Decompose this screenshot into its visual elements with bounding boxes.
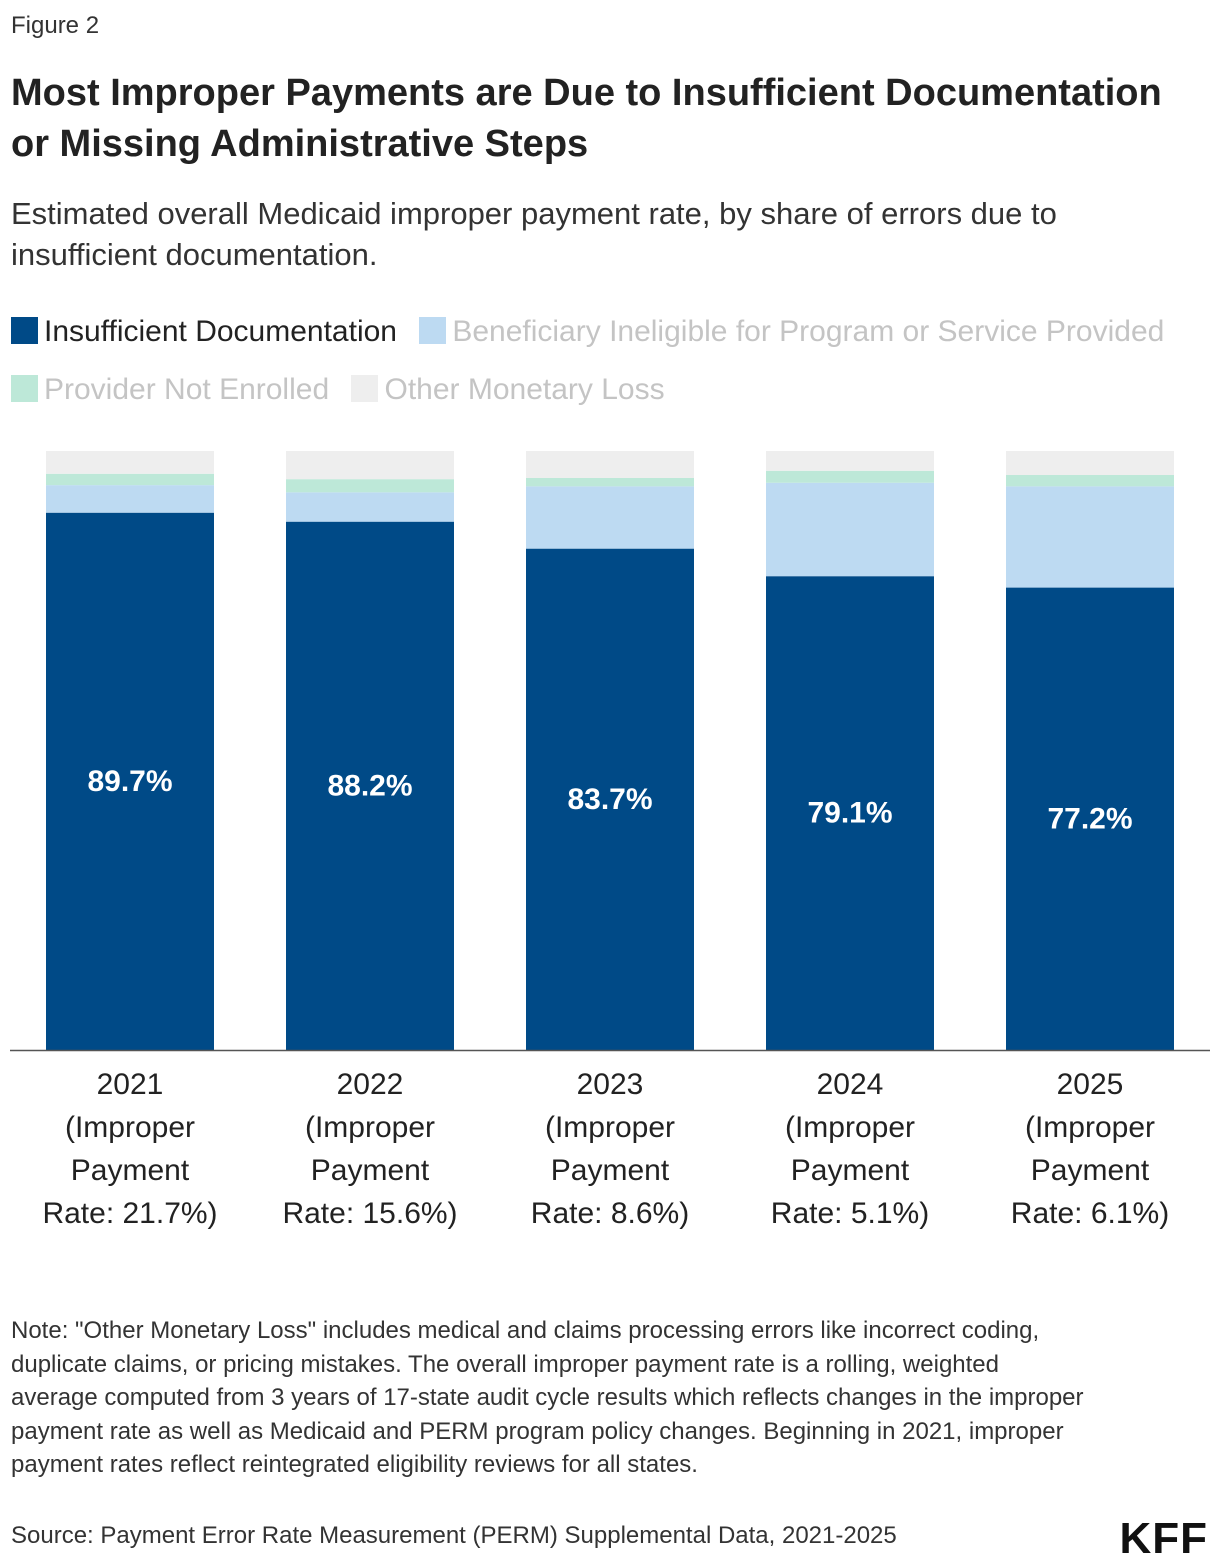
legend-swatch-insufficient-documentation xyxy=(11,317,38,344)
bar-segment-beneficiary-ineligible-for-program-or-service-provided xyxy=(1006,486,1174,588)
legend-item-insufficient-documentation[interactable]: Insufficient Documentation xyxy=(11,303,397,361)
kff-logo: KFF xyxy=(1119,1514,1208,1563)
x-axis-tick-label: 2021 (Improper Payment Rate: 21.7%) xyxy=(42,1068,217,1230)
legend-label: Provider Not Enrolled xyxy=(44,373,330,406)
bar-segment-insufficient-documentation xyxy=(1006,587,1174,1050)
bar-segment-provider-not-enrolled xyxy=(286,479,454,493)
stacked-bar-chart: 89.7% 2021 (Improper Payment Rate: 21.7%) 88.… xyxy=(10,451,1210,1230)
bar-segment-beneficiary-ineligible-for-program-or-service-provided xyxy=(766,482,934,577)
legend-swatch-other-monetary-loss xyxy=(351,375,379,402)
bar-segment-insufficient-documentation xyxy=(766,576,934,1050)
legend-label: Insufficient Documentation xyxy=(44,315,397,348)
bar-segment-other-monetary-loss xyxy=(1006,451,1174,475)
bar-segment-beneficiary-ineligible-for-program-or-service-provided xyxy=(286,492,454,522)
x-axis-tick-label: 2024 (Improper Payment Rate: 5.1%) xyxy=(771,1068,929,1230)
bar-data-label: 88.2% xyxy=(327,769,412,802)
legend-label: Other Monetary Loss xyxy=(384,373,665,406)
bar-data-label: 79.1% xyxy=(807,797,892,830)
bar-data-label: 77.2% xyxy=(1047,802,1132,835)
bar-segment-insufficient-documentation xyxy=(46,512,214,1050)
x-axis-tick-label: 2025 (Improper Payment Rate: 6.1%) xyxy=(1011,1068,1169,1230)
legend-item-beneficiary-ineligible[interactable]: Beneficiary Ineligible for Program or Se… xyxy=(419,303,1164,361)
bar-segment-other-monetary-loss xyxy=(766,451,934,471)
bar-segment-beneficiary-ineligible-for-program-or-service-provided xyxy=(46,485,214,513)
chart-note: Note: "Other Monetary Loss" includes med… xyxy=(11,1317,1084,1478)
legend-item-other-monetary-loss[interactable]: Other Monetary Loss xyxy=(351,361,665,419)
bar-data-label: 83.7% xyxy=(567,783,652,816)
bar-segment-provider-not-enrolled xyxy=(1006,474,1174,487)
bar-segment-provider-not-enrolled xyxy=(526,477,694,487)
bar-segment-insufficient-documentation xyxy=(286,521,454,1050)
figure-label: Figure 2 xyxy=(11,12,100,39)
legend-item-provider-not-enrolled[interactable]: Provider Not Enrolled xyxy=(11,361,329,419)
chart-subtitle: Estimated overall Medicaid improper paym… xyxy=(11,196,1057,272)
bar-segment-other-monetary-loss xyxy=(46,451,214,474)
legend-swatch-provider-not-enrolled xyxy=(11,375,38,402)
bar-data-label: 89.7% xyxy=(87,765,172,798)
x-axis-tick-label: 2023 (Improper Payment Rate: 8.6%) xyxy=(531,1068,689,1230)
bar-segment-provider-not-enrolled xyxy=(46,473,214,486)
chart-source: Source: Payment Error Rate Measurement (… xyxy=(11,1522,897,1549)
legend-label: Beneficiary Ineligible for Program or Se… xyxy=(452,315,1165,348)
chart-title: Most Improper Payments are Due to Insuff… xyxy=(11,72,1162,165)
bar-segment-provider-not-enrolled xyxy=(766,470,934,483)
bar-segment-other-monetary-loss xyxy=(286,451,454,480)
bar-segment-beneficiary-ineligible-for-program-or-service-provided xyxy=(526,486,694,549)
bar-segment-insufficient-documentation xyxy=(526,548,694,1050)
x-axis-tick-label: 2022 (Improper Payment Rate: 15.6%) xyxy=(282,1068,457,1230)
legend-swatch-beneficiary-ineligible xyxy=(419,317,447,344)
bar-segment-other-monetary-loss xyxy=(526,451,694,478)
chart-legend: Insufficient Documentation Beneficiary I… xyxy=(11,303,1211,419)
